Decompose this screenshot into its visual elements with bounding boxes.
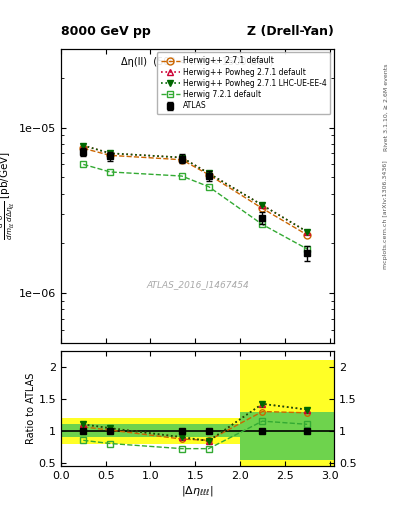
Herwig++ Powheg 2.7.1 default xyxy=(81,142,86,148)
Herwig++ 2.7.1 default xyxy=(305,232,310,238)
Line: Herwig++ 2.7.1 default: Herwig++ 2.7.1 default xyxy=(80,145,310,239)
Herwig++ 2.7.1 default xyxy=(206,172,211,178)
Herwig++ 2.7.1 default xyxy=(180,157,184,163)
Text: Δη(ll)  (500 < mℓℓ < 1500 GeV): Δη(ll) (500 < mℓℓ < 1500 GeV) xyxy=(121,57,274,68)
Herwig++ 2.7.1 default xyxy=(260,205,265,211)
Herwig++ Powheg 2.7.1 default xyxy=(305,229,310,235)
X-axis label: $|\Delta\eta_{\ell\ell\ell}|$: $|\Delta\eta_{\ell\ell\ell}|$ xyxy=(181,483,214,498)
Herwig 7.2.1 default xyxy=(260,221,265,227)
Herwig++ Powheg 2.7.1 LHC-UE-EE-4 xyxy=(180,155,184,161)
Herwig 7.2.1 default xyxy=(206,184,211,190)
Legend: Herwig++ 2.7.1 default, Herwig++ Powheg 2.7.1 default, Herwig++ Powheg 2.7.1 LHC: Herwig++ 2.7.1 default, Herwig++ Powheg … xyxy=(157,52,330,114)
Herwig++ Powheg 2.7.1 LHC-UE-EE-4 xyxy=(305,229,310,235)
Herwig++ 2.7.1 default xyxy=(108,152,112,158)
Line: Herwig++ Powheg 2.7.1 default: Herwig++ Powheg 2.7.1 default xyxy=(80,142,310,235)
Line: Herwig++ Powheg 2.7.1 LHC-UE-EE-4: Herwig++ Powheg 2.7.1 LHC-UE-EE-4 xyxy=(80,142,310,235)
Herwig++ Powheg 2.7.1 default xyxy=(180,155,184,161)
Herwig++ Powheg 2.7.1 LHC-UE-EE-4 xyxy=(206,170,211,176)
Herwig 7.2.1 default xyxy=(305,246,310,252)
Text: 8000 GeV pp: 8000 GeV pp xyxy=(61,25,151,38)
Y-axis label: Ratio to ATLAS: Ratio to ATLAS xyxy=(26,373,36,444)
Herwig++ Powheg 2.7.1 default xyxy=(206,170,211,176)
Herwig++ Powheg 2.7.1 LHC-UE-EE-4 xyxy=(108,150,112,156)
Herwig++ Powheg 2.7.1 LHC-UE-EE-4 xyxy=(260,202,265,208)
Herwig 7.2.1 default xyxy=(81,161,86,167)
Herwig++ Powheg 2.7.1 default xyxy=(108,150,112,156)
Herwig 7.2.1 default xyxy=(180,173,184,179)
Line: Herwig 7.2.1 default: Herwig 7.2.1 default xyxy=(80,161,310,252)
Herwig 7.2.1 default xyxy=(108,169,112,175)
Y-axis label: $\frac{d^2\sigma}{d\,m_{\ell\ell}\,d\Delta\eta_{\ell\ell}}$ [pb/GeV]: $\frac{d^2\sigma}{d\,m_{\ell\ell}\,d\Del… xyxy=(0,151,16,241)
Herwig++ Powheg 2.7.1 LHC-UE-EE-4 xyxy=(81,142,86,148)
Text: ATLAS_2016_I1467454: ATLAS_2016_I1467454 xyxy=(146,280,249,289)
Text: Rivet 3.1.10, ≥ 2.6M events: Rivet 3.1.10, ≥ 2.6M events xyxy=(383,64,388,151)
Text: mcplots.cern.ch [arXiv:1306.3436]: mcplots.cern.ch [arXiv:1306.3436] xyxy=(383,161,388,269)
Herwig++ Powheg 2.7.1 default xyxy=(260,202,265,208)
Text: Z (Drell-Yan): Z (Drell-Yan) xyxy=(247,25,334,38)
Herwig++ 2.7.1 default xyxy=(81,145,86,152)
